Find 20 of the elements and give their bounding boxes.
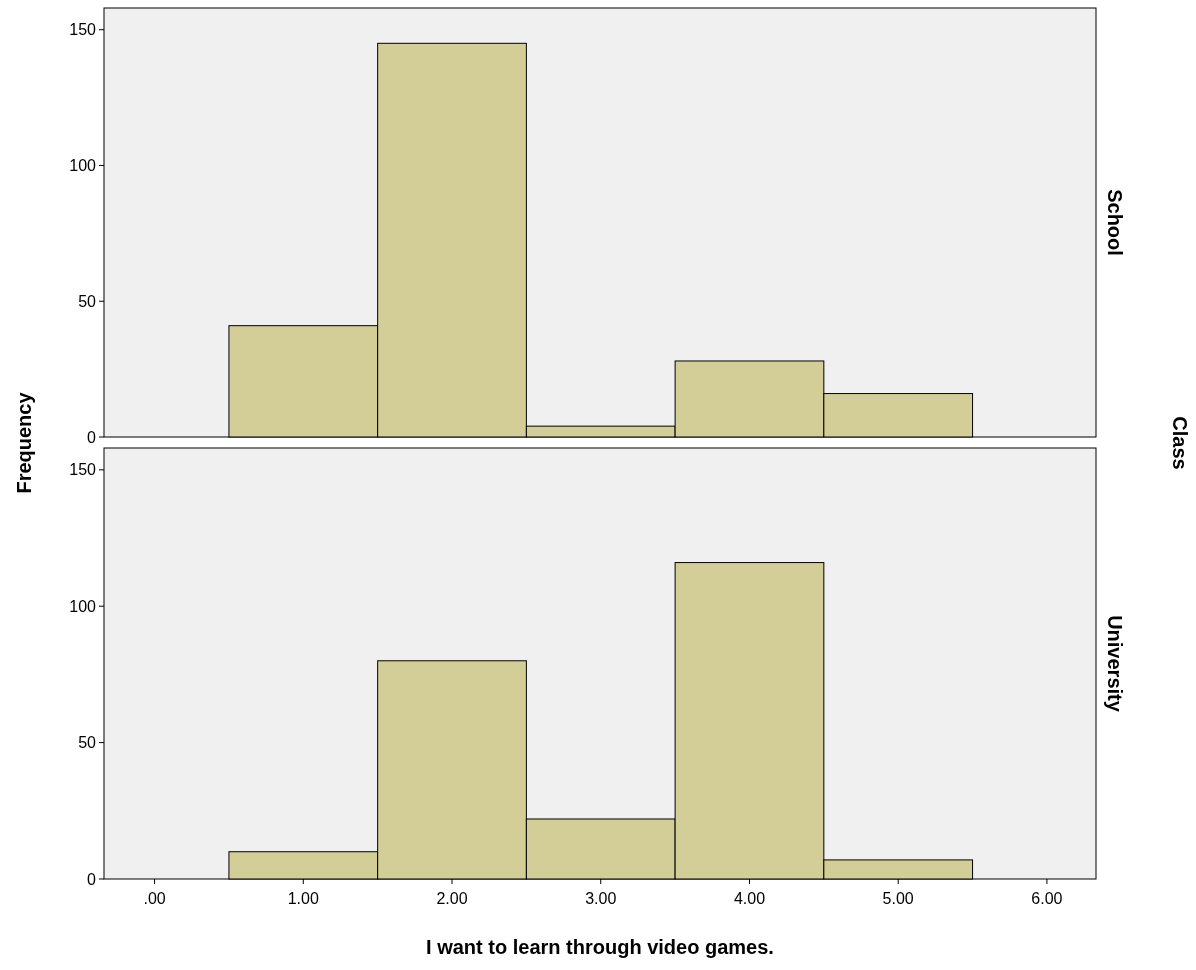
text: Class: [1169, 416, 1191, 470]
x-tick-label: 5.00: [882, 890, 914, 907]
y-tick-label: 150: [69, 21, 97, 39]
x-tick-label: 1.00: [287, 890, 319, 907]
y-tick-label: 0: [87, 870, 97, 888]
y-axis-title: Frequency: [13, 391, 35, 494]
y-tick-label: 100: [69, 157, 97, 175]
x-tick-label: .00: [143, 890, 166, 907]
x-tick-label: 3.00: [585, 890, 617, 907]
y-tick-label: 150: [69, 461, 97, 479]
y-tick-label: 50: [78, 292, 97, 310]
y-tick-label: 50: [78, 734, 97, 752]
x-tick-label: 4.00: [733, 890, 766, 907]
text: School: [1104, 189, 1126, 256]
x-tick-label: 2.00: [436, 890, 468, 907]
x-axis-title: I want to learn through video games.: [426, 936, 774, 958]
y-tick-label: 100: [69, 597, 97, 615]
text: University: [1104, 615, 1126, 713]
x-tick-label: 6.00: [1031, 890, 1063, 907]
y-tick-label: 0: [87, 428, 97, 446]
